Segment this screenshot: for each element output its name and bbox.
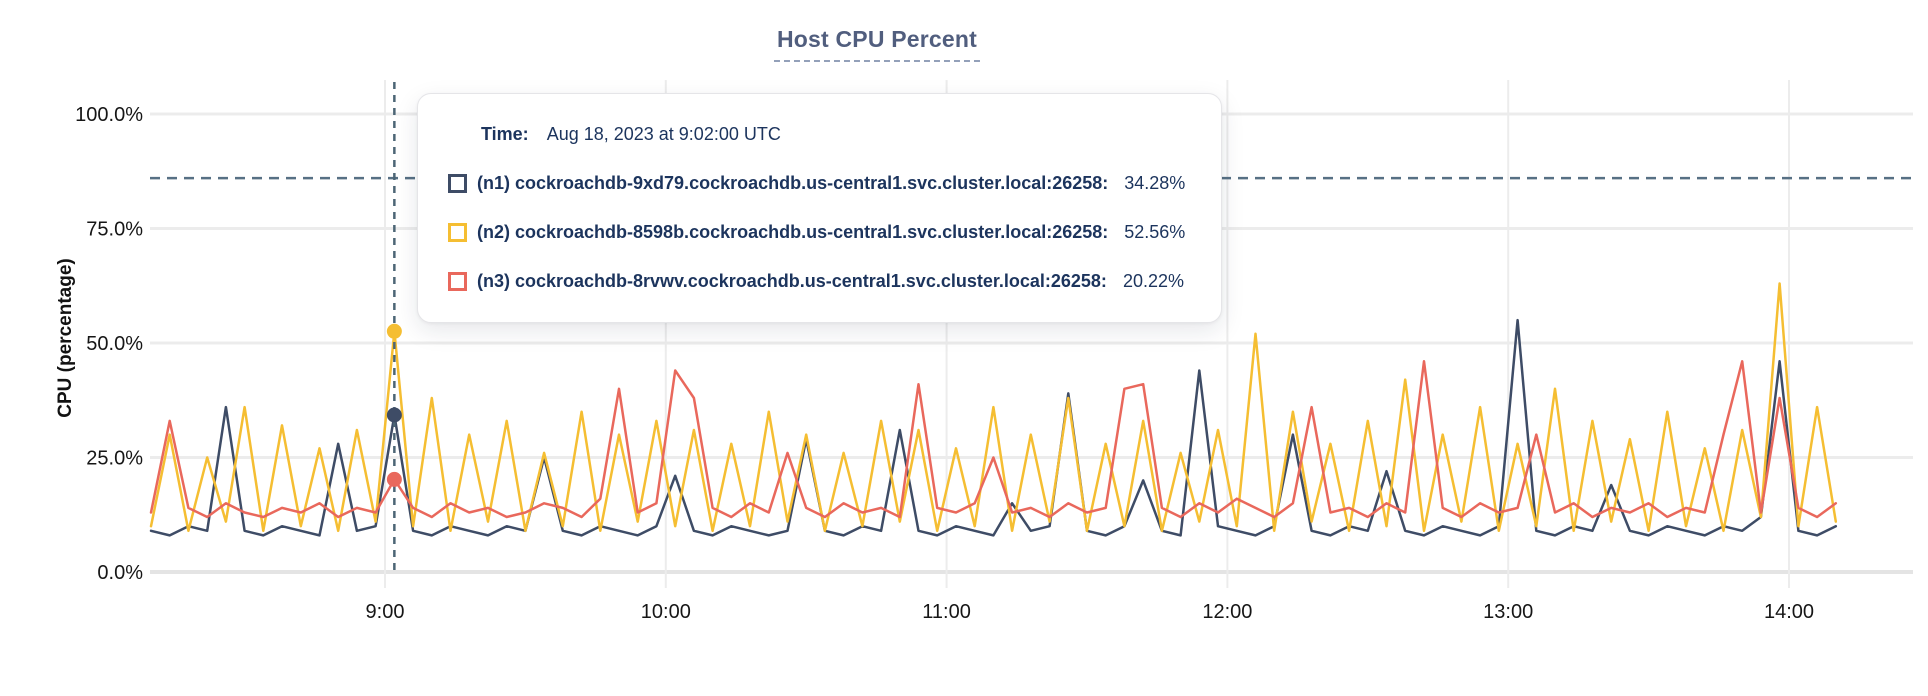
series-line-n2: [149, 282, 1838, 533]
tooltip-series-label: (n2) cockroachdb-8598b.cockroachdb.us-ce…: [477, 222, 1109, 242]
chart-title: Host CPU Percent: [773, 26, 981, 62]
tooltip-series-label: (n1) cockroachdb-9xd79.cockroachdb.us-ce…: [477, 173, 1109, 193]
chart-tooltip: Time: Aug 18, 2023 at 9:02:00 UTC (n1) co…: [417, 93, 1223, 323]
tooltip-time-row: Time: Aug 18, 2023 at 9:02:00 UTC: [448, 124, 1185, 145]
tooltip-time-label: Time:: [481, 124, 529, 144]
hover-dot-n3: [386, 471, 402, 487]
y-tick-label: 0.0%: [97, 562, 143, 584]
series-line-n1: [149, 318, 1838, 537]
tooltip-time-value: Aug 18, 2023 at 9:02:00 UTC: [546, 124, 781, 144]
x-tick-label: 12:00: [1202, 601, 1252, 623]
y-tick-label: 50.0%: [86, 333, 143, 355]
x-tick-label: 9:00: [366, 601, 405, 623]
series-line-n3: [149, 360, 1838, 519]
y-tick-label: 25.0%: [86, 448, 143, 470]
tooltip-series-row: (n2) cockroachdb-8598b.cockroachdb.us-ce…: [448, 222, 1185, 243]
tooltip-series-value: 20.22%: [1122, 271, 1184, 291]
y-tick-label: 75.0%: [86, 219, 143, 241]
hover-dot-n2: [386, 323, 402, 339]
tooltip-series-row: (n1) cockroachdb-9xd79.cockroachdb.us-ce…: [448, 173, 1185, 194]
tooltip-series-value: 34.28%: [1124, 173, 1186, 193]
x-tick-label: 13:00: [1483, 601, 1533, 623]
x-tick-label: 14:00: [1764, 601, 1814, 623]
series-swatch-n3-icon: [448, 272, 467, 291]
hover-dot-n1: [386, 407, 402, 423]
series-swatch-n1-icon: [448, 174, 467, 193]
series-swatch-n2-icon: [448, 223, 467, 242]
x-tick-label: 11:00: [922, 601, 971, 623]
x-tick-label: 10:00: [641, 601, 691, 623]
tooltip-series-label: (n3) cockroachdb-8rvwv.cockroachdb.us-ce…: [477, 271, 1107, 291]
tooltip-series-row: (n3) cockroachdb-8rvwv.cockroachdb.us-ce…: [448, 271, 1185, 292]
y-tick-label: 100.0%: [75, 104, 143, 126]
y-axis-title: CPU (percentage): [55, 258, 76, 418]
tooltip-series-value: 52.56%: [1124, 222, 1186, 242]
